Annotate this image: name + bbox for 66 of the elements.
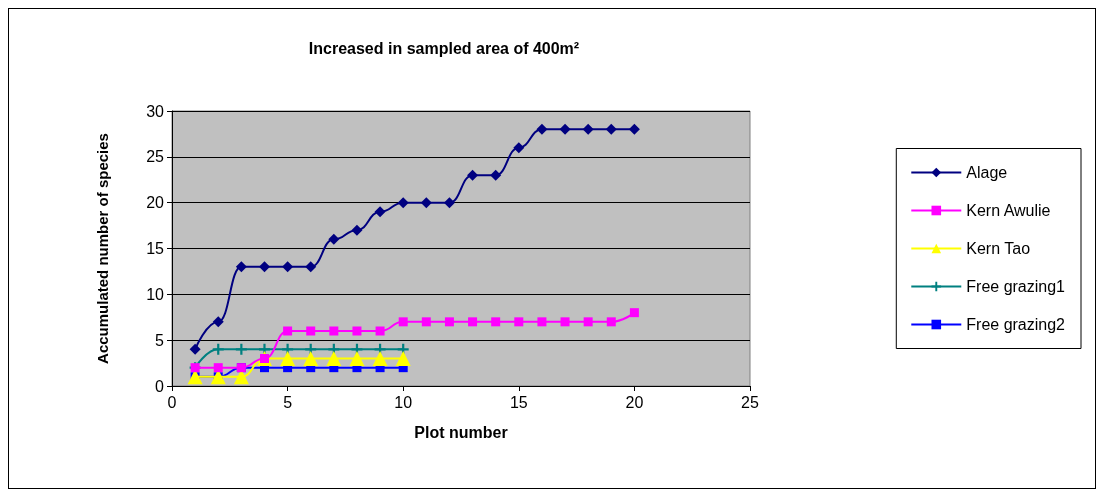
legend-label: Free grazing1 [966,278,1066,295]
x-tick-label: 5 [283,393,293,411]
point [258,261,270,273]
point [398,317,408,327]
point [349,351,365,366]
y-axis-title: Accumulated number of species [93,133,111,364]
y-tick-label: 25 [146,148,165,166]
x-tick-label: 15 [509,393,528,411]
x-axis-title: Plot number [414,423,508,441]
point [235,261,247,273]
point [189,343,201,355]
point [306,326,316,336]
point [397,197,409,209]
legend-label: Kern Awulie [966,202,1051,219]
point [282,261,294,273]
point [605,123,617,135]
legend-label: Free grazing2 [966,316,1066,333]
point [329,326,339,336]
point [305,261,317,273]
point [582,123,594,135]
x-tick-label: 0 [167,393,177,411]
legend-label: Alage [966,164,1008,181]
y-tick-label: 20 [146,194,165,212]
point [420,197,432,209]
point [375,326,385,336]
y-tick-label: 0 [155,377,165,395]
point [421,317,431,327]
point [559,123,571,135]
point [235,343,247,355]
point [537,317,547,327]
point [628,123,640,135]
y-tick-label: 5 [155,331,165,349]
point [374,206,386,218]
point [606,317,616,327]
point [213,363,223,373]
x-tick-label: 10 [394,393,413,411]
point [467,169,479,181]
point [468,317,478,327]
point [280,351,296,366]
point [328,233,340,245]
point [536,123,548,135]
y-tick-label: 15 [146,240,165,257]
point [444,317,454,327]
point [303,351,319,366]
x-tick-label: 25 [741,393,759,411]
chart-title: Increased in sampled area of 400m² [308,39,580,57]
point [560,317,570,327]
point [212,343,224,355]
legend-label: Kern Tao [966,240,1031,257]
y-tick-label: 30 [146,102,165,120]
point [514,317,524,327]
point [395,351,411,366]
point [372,351,388,366]
point [491,317,501,327]
point [326,351,342,366]
point [583,317,593,327]
x-tick-label: 20 [625,393,644,411]
point [490,169,502,181]
y-tick-label: 10 [146,285,165,303]
point [513,142,525,154]
point [212,316,224,328]
point [629,308,639,318]
point [351,224,363,236]
point [283,326,293,336]
point [443,197,455,209]
point [352,326,362,336]
